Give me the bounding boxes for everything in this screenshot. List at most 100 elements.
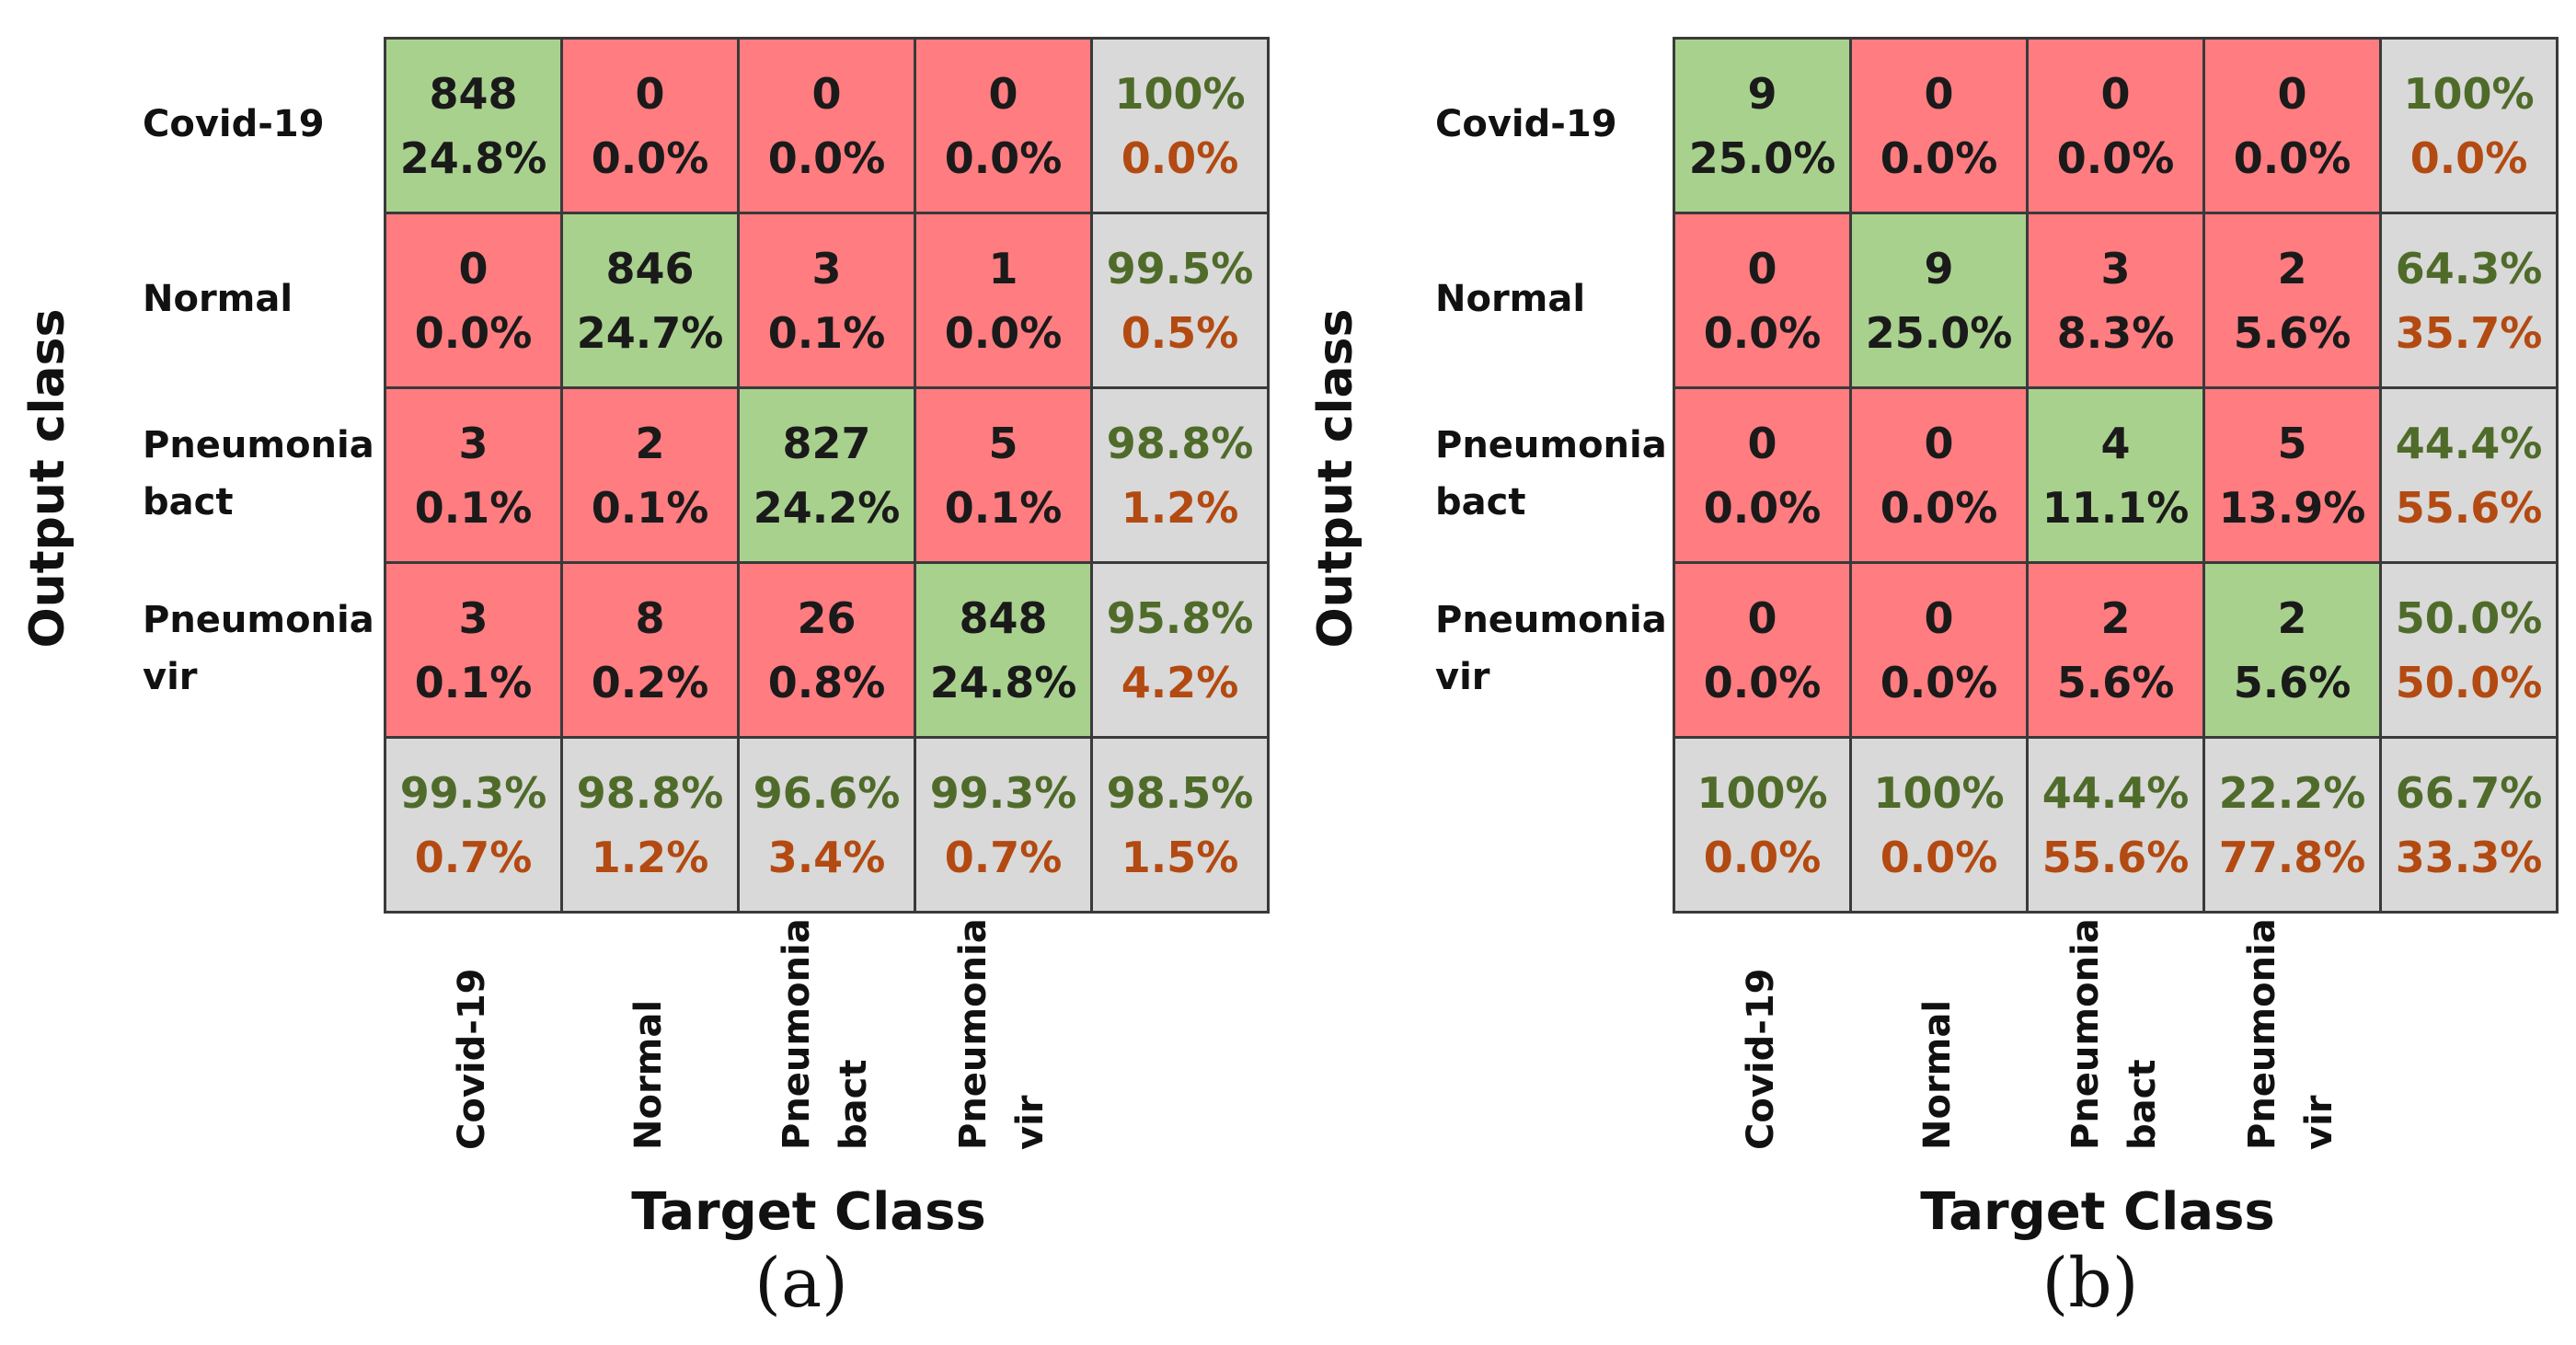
matrix-cell: 4 11.1% bbox=[2029, 389, 2205, 564]
cell-percent: 0.0% bbox=[2233, 132, 2352, 183]
confusion-matrix-panel-b: Output class 9 25.0% 0 0.0% 0 0.0% 0 0.0% 100% 0.… bbox=[1288, 0, 2576, 1345]
recall-value: 22.2% bbox=[2218, 767, 2366, 818]
cell-count: 3 bbox=[2100, 243, 2131, 293]
recall-value: 96.6% bbox=[753, 767, 901, 818]
row-label-line: Normal bbox=[1435, 278, 1586, 320]
column-label-line: Covid-19 bbox=[451, 968, 493, 1150]
column-label: Pneumonia vir bbox=[914, 911, 1090, 1150]
error-value: 1.2% bbox=[591, 832, 709, 882]
cell-count: 827 bbox=[782, 418, 871, 468]
overall-accuracy-cell: 66.7% 33.3% bbox=[2382, 739, 2559, 914]
column-summary-cell: 44.4% 55.6% bbox=[2029, 739, 2205, 914]
row-label: Normal bbox=[143, 212, 382, 386]
cell-percent: 0.0% bbox=[1880, 657, 1998, 707]
cell-count: 848 bbox=[429, 68, 518, 119]
cell-percent: 0.1% bbox=[591, 482, 709, 533]
matrix-cell: 0 0.0% bbox=[1675, 214, 1852, 389]
row-label-line: Pneumonia bbox=[143, 599, 374, 641]
row-summary-cell: 64.3% 35.7% bbox=[2382, 214, 2559, 389]
row-label: Pneumonia vir bbox=[143, 561, 382, 736]
precision-value: 95.8% bbox=[1106, 592, 1254, 643]
confusion-matrix-panel-a: Output class 848 24.8% 0 0.0% 0 0.0% 0 0.0% 100%… bbox=[20, 37, 1270, 1323]
column-label-text: Pneumonia bact bbox=[2057, 918, 2171, 1150]
column-summary-cell: 98.8% 1.2% bbox=[563, 739, 740, 914]
matrix-cell: 3 0.1% bbox=[386, 564, 563, 739]
cell-count: 848 bbox=[959, 592, 1048, 643]
matrix-cell: 3 0.1% bbox=[740, 214, 916, 389]
error-value: 0.0% bbox=[1703, 832, 1822, 882]
column-label: Covid-19 bbox=[384, 911, 560, 1150]
matrix-cell: 0 0.0% bbox=[1675, 389, 1852, 564]
cell-percent: 24.7% bbox=[576, 307, 724, 358]
column-summary-cell: 100% 0.0% bbox=[1675, 739, 1852, 914]
precision-value: 98.8% bbox=[1106, 418, 1254, 468]
cell-percent: 24.8% bbox=[929, 657, 1077, 707]
column-summary-cell: 22.2% 77.8% bbox=[2205, 739, 2382, 914]
matrix-cell: 26 0.8% bbox=[740, 564, 916, 739]
column-label: Covid-19 bbox=[1673, 911, 1849, 1150]
precision-value: 50.0% bbox=[2395, 592, 2543, 643]
matrix-cell: 8 0.2% bbox=[563, 564, 740, 739]
cell-count: 0 bbox=[2100, 68, 2131, 119]
recall-value: 44.4% bbox=[2041, 767, 2190, 818]
cell-count: 0 bbox=[635, 68, 665, 119]
matrix-cell: 0 0.0% bbox=[386, 214, 563, 389]
matrix-cell: 3 8.3% bbox=[2029, 214, 2205, 389]
cell-percent: 13.9% bbox=[2218, 482, 2366, 533]
cell-count: 0 bbox=[1747, 592, 1777, 643]
column-label: Normal bbox=[560, 911, 737, 1150]
error-value: 35.7% bbox=[2395, 307, 2543, 358]
cell-count: 846 bbox=[605, 243, 695, 293]
cell-count: 9 bbox=[1924, 243, 1954, 293]
cell-count: 26 bbox=[797, 592, 857, 643]
column-label-line: vir bbox=[1009, 1095, 1052, 1150]
row-label: Covid-19 bbox=[1435, 37, 1674, 212]
accuracy-value: 98.5% bbox=[1106, 767, 1254, 818]
cell-percent: 0.0% bbox=[944, 307, 1063, 358]
column-label-line: Pneumonia bbox=[2241, 918, 2283, 1150]
error-value: 0.7% bbox=[944, 832, 1063, 882]
cell-count: 2 bbox=[2277, 243, 2307, 293]
column-label-line: bact bbox=[2122, 1059, 2164, 1150]
cell-count: 3 bbox=[458, 592, 489, 643]
column-summary-cell: 100% 0.0% bbox=[1852, 739, 2029, 914]
error-value: 50.0% bbox=[2395, 657, 2543, 707]
row-summary-cell: 100% 0.0% bbox=[1093, 40, 1270, 214]
precision-value: 100% bbox=[2403, 68, 2535, 119]
matrix-cell: 0 0.0% bbox=[1852, 389, 2029, 564]
column-summary-cell: 99.3% 0.7% bbox=[386, 739, 563, 914]
matrix-cell: 2 0.1% bbox=[563, 389, 740, 564]
row-label-line: bact bbox=[143, 481, 234, 523]
cell-percent: 0.1% bbox=[944, 482, 1063, 533]
error-value: 3.4% bbox=[767, 832, 886, 882]
cell-count: 0 bbox=[2277, 68, 2307, 119]
cell-percent: 0.0% bbox=[1880, 482, 1998, 533]
error-value: 0.5% bbox=[1121, 307, 1239, 358]
matrix-cell: 827 24.2% bbox=[740, 389, 916, 564]
cell-percent: 0.2% bbox=[591, 657, 709, 707]
cell-count: 5 bbox=[988, 418, 1018, 468]
cell-count: 2 bbox=[635, 418, 665, 468]
cell-percent: 25.0% bbox=[1688, 132, 1836, 183]
column-label: Pneumonia bact bbox=[2026, 911, 2202, 1150]
cell-count: 2 bbox=[2277, 592, 2307, 643]
cell-count: 0 bbox=[1924, 418, 1954, 468]
matrix-cell: 0 0.0% bbox=[563, 40, 740, 214]
matrix-cell: 5 13.9% bbox=[2205, 389, 2382, 564]
cell-count: 3 bbox=[458, 418, 489, 468]
cell-percent: 0.8% bbox=[767, 657, 886, 707]
error-value: 0.0% bbox=[1880, 832, 1998, 882]
cell-percent: 0.0% bbox=[1703, 482, 1822, 533]
matrix-cell: 5 0.1% bbox=[916, 389, 1093, 564]
row-summary-cell: 95.8% 4.2% bbox=[1093, 564, 1270, 739]
cell-count: 2 bbox=[2100, 592, 2131, 643]
row-summary-cell: 99.5% 0.5% bbox=[1093, 214, 1270, 389]
x-axis-title: Target Class bbox=[1920, 1182, 2275, 1242]
cell-percent: 5.6% bbox=[2233, 307, 2352, 358]
column-label-line: Normal bbox=[627, 999, 670, 1150]
cell-count: 1 bbox=[988, 243, 1018, 293]
matrix-cell: 0 0.0% bbox=[740, 40, 916, 214]
row-label-line: bact bbox=[1435, 481, 1526, 523]
cell-percent: 5.6% bbox=[2056, 657, 2175, 707]
matrix-cell: 848 24.8% bbox=[386, 40, 563, 214]
